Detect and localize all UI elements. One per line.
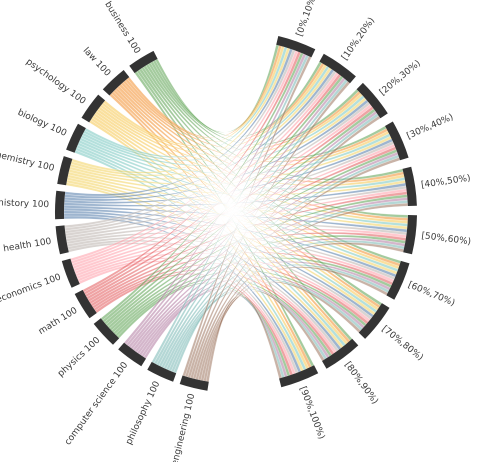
ribbon bbox=[118, 83, 405, 184]
left-node-arc bbox=[129, 50, 158, 74]
ribbon bbox=[69, 135, 392, 185]
ribbon bbox=[112, 89, 381, 309]
ribbon bbox=[109, 93, 312, 369]
left-node-label: computer science 100 bbox=[63, 360, 130, 447]
right-node-arc bbox=[319, 53, 356, 84]
right-node-label: [60%,70%) bbox=[406, 280, 456, 309]
ribbon bbox=[84, 106, 374, 298]
ribbon bbox=[67, 242, 299, 374]
left-node-arc bbox=[179, 375, 209, 391]
right-node-arc bbox=[322, 338, 359, 369]
ribbon bbox=[72, 143, 396, 270]
right-node-arc bbox=[276, 36, 316, 58]
ribbon bbox=[130, 151, 399, 350]
ribbon bbox=[116, 85, 409, 221]
left-node-label: engineering 100 bbox=[170, 392, 197, 462]
ribbon bbox=[151, 54, 310, 364]
ribbon bbox=[63, 207, 397, 278]
ribbon bbox=[78, 139, 408, 227]
right-node-arc bbox=[279, 365, 319, 388]
ribbon bbox=[122, 80, 361, 150]
left-node-arc bbox=[147, 361, 177, 382]
right-node-arc bbox=[403, 215, 417, 255]
ribbon bbox=[86, 146, 397, 300]
left-node-label: history 100 bbox=[0, 198, 50, 210]
ribbon bbox=[64, 101, 371, 234]
ribbon bbox=[81, 95, 365, 166]
right-node-arc bbox=[358, 303, 390, 339]
left-node-arc bbox=[57, 156, 73, 186]
left-node-label: psychology 100 bbox=[24, 57, 88, 107]
ribbons-layer bbox=[63, 44, 409, 382]
ribbon bbox=[71, 104, 373, 267]
left-node-arc bbox=[81, 94, 106, 123]
right-node-arc bbox=[386, 260, 410, 300]
left-node-arc bbox=[93, 318, 120, 345]
ribbon bbox=[120, 82, 389, 163]
left-node-arc bbox=[74, 289, 97, 319]
ribbon bbox=[65, 141, 395, 237]
ribbon bbox=[64, 68, 335, 199]
right-node-label: [10%,20%) bbox=[340, 16, 377, 63]
ribbon bbox=[90, 117, 349, 345]
right-node-arc bbox=[402, 166, 417, 206]
ribbon bbox=[70, 72, 340, 265]
left-node-label: physics 100 bbox=[56, 335, 102, 379]
arcs-layer bbox=[54, 36, 417, 391]
right-node-label: [90%,100%) bbox=[297, 385, 326, 441]
left-node-arc bbox=[61, 258, 80, 288]
ribbon bbox=[68, 169, 406, 195]
left-node-label: math 100 bbox=[37, 306, 80, 337]
ribbon bbox=[128, 110, 378, 349]
left-node-arc bbox=[55, 225, 69, 255]
left-node-label: biology 100 bbox=[16, 108, 68, 139]
right-node-label: [20%,30%) bbox=[378, 59, 423, 98]
ribbon bbox=[65, 185, 407, 240]
ribbon bbox=[125, 77, 346, 347]
left-node-label: business 100 bbox=[102, 0, 142, 56]
ribbon bbox=[63, 182, 407, 207]
ribbon bbox=[64, 138, 394, 204]
right-node-label: [30%,40%) bbox=[405, 112, 455, 141]
ribbon bbox=[182, 55, 312, 377]
ribbon bbox=[64, 99, 369, 202]
left-node-label: health 100 bbox=[3, 237, 53, 255]
left-node-arc bbox=[102, 70, 130, 96]
left-node-label: philosophy 100 bbox=[124, 380, 162, 447]
ribbon bbox=[187, 115, 381, 379]
right-node-label: [40%,50%) bbox=[420, 174, 471, 191]
ribbon bbox=[184, 81, 351, 378]
right-node-arc bbox=[356, 82, 388, 119]
left-node-arc bbox=[54, 190, 66, 220]
right-node-label: [80%,90%) bbox=[342, 360, 380, 406]
left-node-label: economics 100 bbox=[0, 272, 63, 305]
right-node-arc bbox=[385, 121, 409, 161]
left-node-label: law 100 bbox=[81, 46, 113, 79]
left-node-arc bbox=[118, 342, 146, 367]
right-node-label: [50%,60%) bbox=[421, 231, 472, 247]
left-node-label: chemistry 100 bbox=[0, 149, 55, 174]
ribbon bbox=[91, 115, 379, 311]
ribbon bbox=[74, 149, 307, 371]
right-node-label: [70%,80%) bbox=[379, 324, 424, 363]
ribbon bbox=[69, 97, 367, 180]
right-node-label: [0%,10%) bbox=[295, 0, 319, 38]
ribbon bbox=[65, 182, 304, 372]
ribbon bbox=[74, 228, 407, 275]
left-node-arc bbox=[66, 123, 86, 153]
ribbon bbox=[103, 108, 376, 325]
ribbon bbox=[156, 113, 379, 366]
ribbon bbox=[76, 252, 371, 323]
ribbon bbox=[99, 93, 363, 157]
ribbon bbox=[77, 142, 399, 273]
ribbon bbox=[63, 205, 408, 233]
